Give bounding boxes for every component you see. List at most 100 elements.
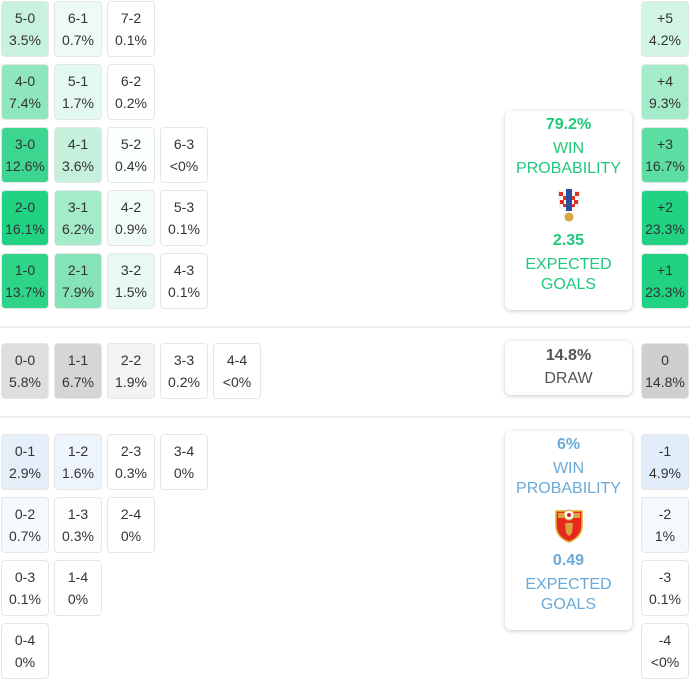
score-label: 3-3 <box>173 352 195 368</box>
montenegro-crest-icon <box>554 509 583 543</box>
score-probability: 0% <box>173 465 195 481</box>
score-probability: 0.4% <box>115 158 147 174</box>
score-cell: 2-0 16.1% <box>1 190 49 246</box>
score-cell: 6-1 0.7% <box>54 1 102 57</box>
score-cell: 5-1 1.7% <box>54 64 102 120</box>
margin-label: +4 <box>657 73 673 89</box>
score-label: 0-2 <box>14 506 36 522</box>
score-probability: 3.6% <box>62 158 94 174</box>
score-label: 6-3 <box>173 136 195 152</box>
score-probability: <0% <box>169 158 199 174</box>
score-probability: 1.9% <box>115 374 147 390</box>
score-label: 1-4 <box>67 569 89 585</box>
score-cell: 0-0 5.8% <box>1 343 49 399</box>
score-cell: 4-1 3.6% <box>54 127 102 183</box>
score-label: 6-1 <box>67 10 89 26</box>
score-probability: 3.5% <box>9 32 41 48</box>
score-probability: <0% <box>222 374 252 390</box>
margin-cell: 0 14.8% <box>641 343 689 399</box>
score-cell: 7-2 0.1% <box>107 1 155 57</box>
margin-probability: 0.1% <box>649 591 681 607</box>
score-cell: 1-3 0.3% <box>54 497 102 553</box>
score-probability: 0% <box>14 654 36 670</box>
margin-probability: 23.3% <box>645 284 685 300</box>
divider <box>0 416 690 418</box>
margin-cell: +2 23.3% <box>641 190 689 246</box>
score-label: 4-4 <box>226 352 248 368</box>
score-label: 5-0 <box>14 10 36 26</box>
margin-probability: 4.2% <box>649 32 681 48</box>
away-xg-label-2: GOALS <box>540 596 597 613</box>
score-probability: 6.7% <box>62 374 94 390</box>
score-cell: 2-3 0.3% <box>107 434 155 490</box>
draw-label: DRAW <box>544 370 593 387</box>
score-label: 3-4 <box>173 443 195 459</box>
score-probability: 0.1% <box>168 284 200 300</box>
score-probability: 7.4% <box>9 95 41 111</box>
margin-cell: +5 4.2% <box>641 1 689 57</box>
score-probability: 5.8% <box>9 374 41 390</box>
score-probability: 0.3% <box>62 528 94 544</box>
score-cell: 2-4 0% <box>107 497 155 553</box>
score-label: 0-0 <box>14 352 36 368</box>
score-label: 6-2 <box>120 73 142 89</box>
score-cell: 3-3 0.2% <box>160 343 208 399</box>
score-cell: 6-2 0.2% <box>107 64 155 120</box>
score-probability: 16.1% <box>5 221 45 237</box>
score-label: 4-3 <box>173 262 195 278</box>
home-expected-goals: 2.35 <box>552 232 585 249</box>
score-cell: 3-1 6.2% <box>54 190 102 246</box>
score-probability: 0% <box>67 591 89 607</box>
score-probability: 2.9% <box>9 465 41 481</box>
margin-label: +3 <box>657 136 673 152</box>
margin-probability: 16.7% <box>645 158 685 174</box>
home-summary-card: 79.2% WIN PROBABILITY 2.35 EXPECTED GOAL… <box>505 111 632 310</box>
score-label: 5-2 <box>120 136 142 152</box>
away-summary-card: 6% WIN PROBABILITY 0.49 EXPECTED GOALS <box>505 431 632 630</box>
score-probability: 0.1% <box>9 591 41 607</box>
score-cell: 1-1 6.7% <box>54 343 102 399</box>
margin-cell: -2 1% <box>641 497 689 553</box>
margin-cell: -3 0.1% <box>641 560 689 616</box>
score-probability: 1.7% <box>62 95 94 111</box>
score-cell: 2-1 7.9% <box>54 253 102 309</box>
margin-probability: 4.9% <box>649 465 681 481</box>
score-label: 4-1 <box>67 136 89 152</box>
away-win-label-2: PROBABILITY <box>516 480 621 497</box>
away-win-probability: 6% <box>556 436 581 453</box>
score-cell: 5-2 0.4% <box>107 127 155 183</box>
away-win-label: WIN <box>552 460 585 477</box>
score-label: 0-1 <box>14 443 36 459</box>
score-label: 3-0 <box>14 136 36 152</box>
draw-probability: 14.8% <box>545 347 592 364</box>
score-cell: 1-4 0% <box>54 560 102 616</box>
margin-label: +2 <box>657 199 673 215</box>
score-label: 1-0 <box>14 262 36 278</box>
score-cell: 4-4 <0% <box>213 343 261 399</box>
margin-label: -3 <box>658 569 672 585</box>
away-xg-label: EXPECTED <box>525 576 612 593</box>
score-probability: 0.1% <box>168 221 200 237</box>
score-label: 2-2 <box>120 352 142 368</box>
score-cell: 0-1 2.9% <box>1 434 49 490</box>
score-probability: 1.5% <box>115 284 147 300</box>
score-cell: 3-4 0% <box>160 434 208 490</box>
margin-cell: +1 23.3% <box>641 253 689 309</box>
score-probability: 0.2% <box>115 95 147 111</box>
home-xg-label-2: GOALS <box>540 276 597 293</box>
score-cell: 2-2 1.9% <box>107 343 155 399</box>
score-cell: 3-2 1.5% <box>107 253 155 309</box>
score-cell: 0-3 0.1% <box>1 560 49 616</box>
margin-probability: 23.3% <box>645 221 685 237</box>
margin-label: -1 <box>658 443 672 459</box>
score-probability: 0.9% <box>115 221 147 237</box>
score-cell: 0-2 0.7% <box>1 497 49 553</box>
score-probability: 7.9% <box>62 284 94 300</box>
margin-label: 0 <box>661 352 669 368</box>
score-label: 2-3 <box>120 443 142 459</box>
margin-probability: 1% <box>654 528 676 544</box>
margin-probability: 14.8% <box>645 374 685 390</box>
margin-label: +5 <box>657 10 673 26</box>
score-cell: 4-3 0.1% <box>160 253 208 309</box>
score-cell: 1-0 13.7% <box>1 253 49 309</box>
